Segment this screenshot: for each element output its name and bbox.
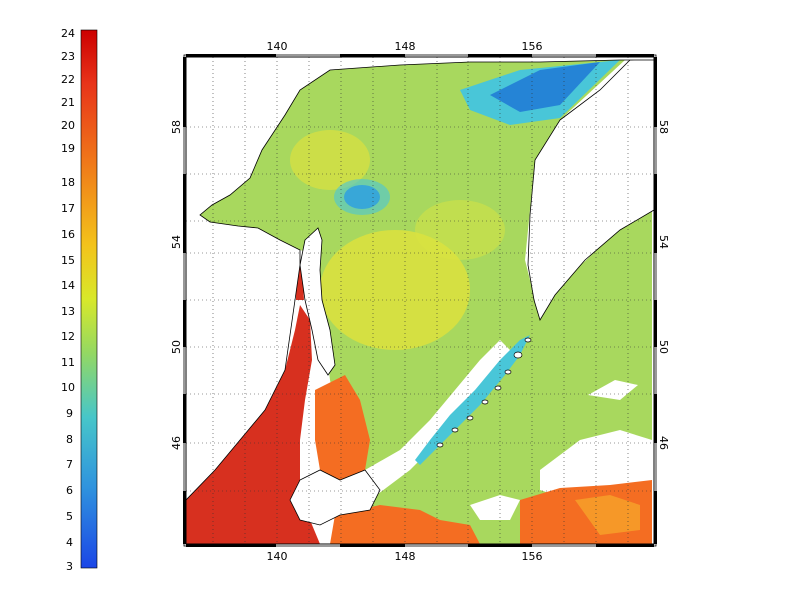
colorbar-tick-10: 10 xyxy=(61,381,75,394)
colorbar-tick-4: 4 xyxy=(66,536,73,549)
kuril-islands xyxy=(436,337,532,448)
lat-label-54-right: 54 xyxy=(657,235,670,249)
colorbar-tick-11: 11 xyxy=(61,356,75,369)
lon-label-148-bottom: 148 xyxy=(395,550,416,563)
colorbar-tick-22: 22 xyxy=(61,73,75,86)
colorbar-tick-20: 20 xyxy=(61,119,75,132)
lon-label-140-bottom: 140 xyxy=(267,550,288,563)
colorbar-tick-13: 13 xyxy=(61,305,75,318)
colorbar-tick-18: 18 xyxy=(61,176,75,189)
lat-label-46-right: 46 xyxy=(657,436,670,450)
colorbar-tick-17: 17 xyxy=(61,202,75,215)
colorbar-tick-21: 21 xyxy=(61,96,75,109)
colorbar-tick-6: 6 xyxy=(66,484,73,497)
colorbar-tick-16: 16 xyxy=(61,228,75,241)
colorbar-tick-8: 8 xyxy=(66,433,73,446)
asia-mainland-land xyxy=(186,57,654,501)
colorbar-tick-3: 3 xyxy=(66,560,73,573)
colorbar-tick-5: 5 xyxy=(66,510,73,523)
lat-label-46-left: 46 xyxy=(170,436,183,450)
map-area xyxy=(186,57,654,544)
colorbar-tick-15: 15 xyxy=(61,254,75,267)
lat-label-50-left: 50 xyxy=(170,340,183,354)
lon-label-148-top: 148 xyxy=(395,40,416,53)
latitude-labels-left: 58 54 50 46 xyxy=(170,120,183,450)
hokkaido-land xyxy=(289,469,381,526)
longitude-labels-bottom: 140 148 156 xyxy=(267,550,543,563)
lon-label-156-top: 156 xyxy=(522,40,543,53)
colorbar-tick-7: 7 xyxy=(66,458,73,471)
latitude-labels-right: 58 54 50 46 xyxy=(657,120,670,450)
colorbar-tick-19: 19 xyxy=(61,142,75,155)
lat-label-50-right: 50 xyxy=(657,340,670,354)
lat-label-58-left: 58 xyxy=(170,120,183,134)
colorbar-tick-labels: 24 23 22 21 20 19 18 17 16 15 14 13 12 1… xyxy=(61,27,75,573)
sakhalin-land xyxy=(299,227,336,376)
colorbar-tick-24: 24 xyxy=(61,27,75,40)
lon-label-156-bottom: 156 xyxy=(522,550,543,563)
colorbar-tick-14: 14 xyxy=(61,279,75,292)
lat-label-54-left: 54 xyxy=(170,235,183,249)
lon-label-140-top: 140 xyxy=(267,40,288,53)
longitude-labels-top: 140 148 156 xyxy=(267,40,543,53)
colorbar xyxy=(80,29,98,569)
map-frame xyxy=(183,54,657,547)
colorbar-tick-12: 12 xyxy=(61,330,75,343)
colorbar-tick-23: 23 xyxy=(61,50,75,63)
colorbar-tick-9: 9 xyxy=(66,407,73,420)
lat-label-58-right: 58 xyxy=(657,120,670,134)
